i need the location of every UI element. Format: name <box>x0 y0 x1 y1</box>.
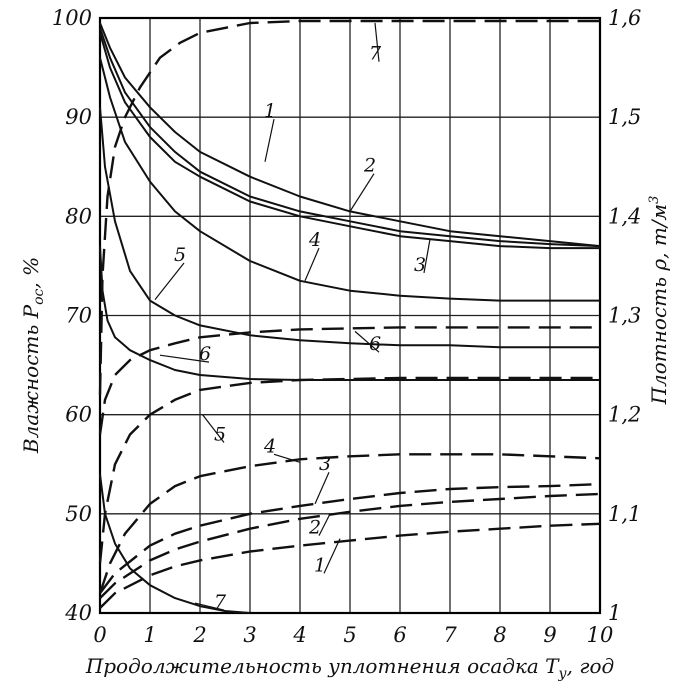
density-curve-2 <box>99 492 601 599</box>
plot-frame <box>98 16 602 615</box>
y-right-tick-label: 1,4 <box>608 204 641 228</box>
x-tick-label: 0 <box>93 623 106 647</box>
x-tick-label: 5 <box>343 623 356 647</box>
y-right-tick-label: 1,6 <box>608 6 641 30</box>
moisture-curve-6 <box>99 246 600 381</box>
y-left-tick-label: 60 <box>65 403 92 427</box>
x-tick-label: 2 <box>192 623 206 647</box>
curve-label-6: 6 <box>199 343 211 365</box>
y-left-tick-label: 50 <box>65 502 92 526</box>
curve-labels: 1 2 3 4 5 6 6 7 7 5 4 3 2 1 <box>154 22 431 613</box>
curve-label-3: 3 <box>319 453 331 475</box>
y-right-tick-label: 1,1 <box>608 502 641 526</box>
density-curve-3 <box>99 482 601 594</box>
curve-label-leader <box>202 414 225 443</box>
curve-label-leader <box>273 453 301 463</box>
x-tick-label: 3 <box>243 623 256 647</box>
moisture-curve-4 <box>99 57 600 302</box>
y-left-tick-label: 90 <box>65 105 92 129</box>
density-curve-4 <box>98 453 601 594</box>
curve-label-leader <box>349 173 375 212</box>
y-axis-right-label: Плотность ρ, т/м3 <box>647 196 671 406</box>
curve-label-leader <box>194 602 225 611</box>
curve-label-leader <box>323 538 341 574</box>
tick-labels: 0 1 2 3 4 5 6 7 8 9 10 40 50 60 70 80 90 100 1 1,1 1,2 1,3 1,4… <box>52 6 642 647</box>
y-right-tick-label: 1,5 <box>608 105 641 129</box>
moisture-curve-7 <box>99 474 251 614</box>
y-right-tick-label: 1 <box>608 601 621 625</box>
y-axis-left-label: Влажность Pос, % <box>19 257 47 454</box>
x-axis-label: Продолжительность уплотнения осадка Tу, … <box>85 654 614 682</box>
curve-label-leader <box>154 262 185 301</box>
series-layer <box>98 19 601 614</box>
density-curve-1 <box>99 522 601 609</box>
x-tick-label: 4 <box>292 623 306 647</box>
curve-label-leader <box>374 22 380 62</box>
curve-label-leader <box>304 247 320 282</box>
curve-label-leader <box>354 330 380 353</box>
grid <box>98 16 602 615</box>
curve-label-5: 5 <box>174 244 186 266</box>
curve-label-leader <box>423 239 431 273</box>
density-curve-7 <box>98 19 600 395</box>
x-tick-label: 8 <box>493 623 506 647</box>
x-tick-label: 10 <box>587 623 614 647</box>
moisture-curve-2 <box>99 27 601 248</box>
curve-label-6: 6 <box>369 333 381 355</box>
curve-label-leader <box>159 354 210 363</box>
curve-label-4: 4 <box>263 435 276 457</box>
curve-label-2: 2 <box>308 517 321 539</box>
x-tick-label: 1 <box>143 623 156 647</box>
curve-label-7: 7 <box>369 43 382 65</box>
x-tick-label: 7 <box>443 623 457 647</box>
y-left-tick-label: 40 <box>64 601 92 625</box>
y-left-tick-label: 100 <box>52 6 92 30</box>
x-tick-label: 9 <box>543 623 556 647</box>
curve-label-7: 7 <box>214 591 227 613</box>
curve-label-leader <box>318 513 331 536</box>
y-right-tick-label: 1,3 <box>608 304 641 328</box>
curve-label-3: 3 <box>414 254 426 276</box>
curve-label-2: 2 <box>363 155 376 177</box>
moisture-curve-1 <box>99 22 601 248</box>
y-left-tick-label: 80 <box>65 204 92 228</box>
y-left-tick-label: 70 <box>65 304 92 328</box>
curve-label-leader <box>314 471 330 505</box>
density-curve-5 <box>98 376 600 564</box>
curve-label-5: 5 <box>214 423 226 445</box>
curve-label-1: 1 <box>264 100 276 122</box>
density-curve-6 <box>98 326 600 435</box>
curve-label-leader <box>264 119 275 162</box>
x-tick-label: 6 <box>393 623 406 647</box>
curve-label-4: 4 <box>308 229 321 251</box>
moisture-curve-5 <box>99 107 600 349</box>
curve-label-1: 1 <box>314 554 326 576</box>
y-right-tick-label: 1,2 <box>608 403 641 427</box>
